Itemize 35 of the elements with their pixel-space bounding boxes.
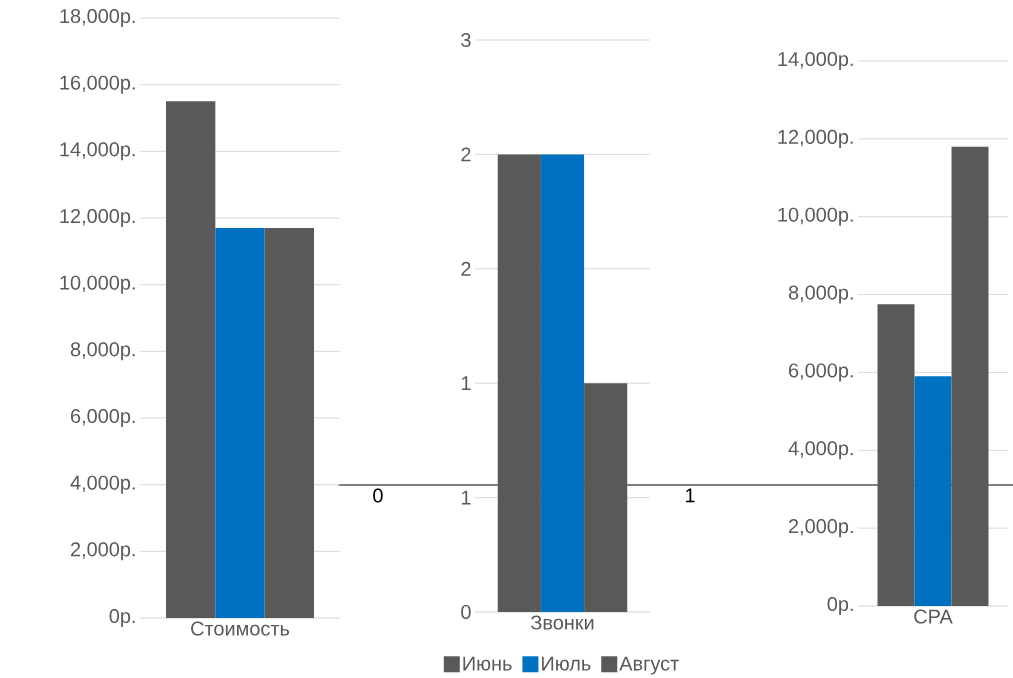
y-tick-label: 12,000р. [60,208,135,228]
y-tick-label: 2 [461,147,471,162]
y-tick-label: 8,000р. [70,342,135,361]
y-tick-label: 3 [461,32,471,48]
y-tick-label: 6,000р. [789,363,853,382]
y-tick-label: 2,000р. [789,519,853,538]
y-tick-label: 2,000р. [71,542,135,561]
y-tick-label: 0 [461,604,471,620]
legend-label: Июнь [463,656,512,671]
y-tick-label: 1 [461,490,471,505]
y-tick-label: 10,000р. [60,275,135,294]
y-tick-label: 4,000р. [788,441,853,460]
y-tick-label: 16,000р. [60,75,135,94]
y-tick-label: 0р. [109,608,135,628]
bar [951,146,989,606]
y-tick-label: 18,000р. [60,8,135,28]
y-tick-label: 14,000р. [60,142,135,161]
y-tick-label: 4,000р. [70,475,135,494]
y-tick-label: 8,000р. [788,285,853,304]
y-tick-label: 2 [461,261,471,276]
bar [877,304,915,606]
legend-label: Июль [542,656,591,671]
y-tick-label: 1 [461,376,471,391]
x-tick-label: CPA [914,609,953,624]
category-label: 1 [685,488,695,503]
y-tick-label: 14,000р. [778,51,853,71]
y-tick-label: 12,000р. [778,129,853,148]
x-tick-label: Звонки [531,615,594,630]
y-tick-label: 0р. [827,596,853,616]
bar [914,376,952,606]
x-tick-label: Стоимость [191,621,290,636]
legend-label: Август [619,656,679,675]
y-tick-label: 6,000р. [71,408,135,428]
category-label: 0 [373,488,383,503]
y-tick-label: 10,000р. [778,207,853,226]
